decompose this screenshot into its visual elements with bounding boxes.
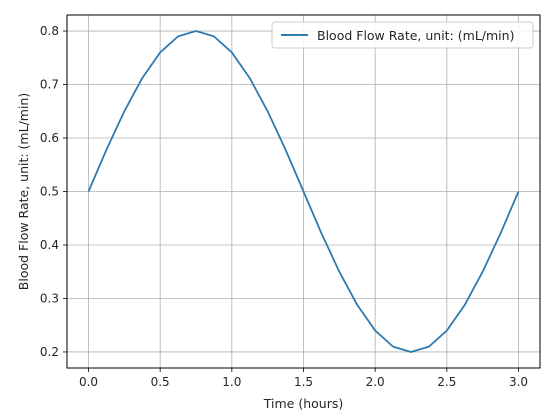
legend: Blood Flow Rate, unit: (mL/min): [271, 21, 534, 49]
x-tick-label: 1.5: [294, 375, 313, 389]
legend-box: [271, 21, 534, 49]
x-tick-label: 3.0: [509, 375, 528, 389]
y-tick-label: 0.3: [40, 291, 59, 305]
line-layer: [87, 30, 520, 353]
y-axis-label: Blood Flow Rate, unit: (mL/min): [16, 93, 31, 290]
y-axis: 0.2 0.3 0.4 0.5 0.6 0.7 0.8: [40, 24, 67, 359]
x-tick-label: 0.5: [151, 375, 170, 389]
y-tick-label: 0.6: [40, 131, 59, 145]
x-tick-label: 0.0: [79, 375, 98, 389]
legend-label: Blood Flow Rate, unit: (mL/min): [317, 28, 514, 43]
x-tick-label: 2.5: [437, 375, 456, 389]
series-line: [87, 30, 520, 353]
x-tick-label: 1.0: [222, 375, 241, 389]
y-tick-label: 0.5: [40, 185, 59, 199]
y-tick-label: 0.8: [40, 24, 59, 38]
x-tick-label: 2.0: [366, 375, 385, 389]
x-axis: 0.0 0.5 1.0 1.5 2.0 2.5 3.0: [79, 368, 528, 389]
y-tick-label: 0.7: [40, 78, 59, 92]
y-tick-label: 0.4: [40, 238, 59, 252]
y-tick-label: 0.2: [40, 345, 59, 359]
x-axis-label: Time (hours): [263, 396, 343, 411]
